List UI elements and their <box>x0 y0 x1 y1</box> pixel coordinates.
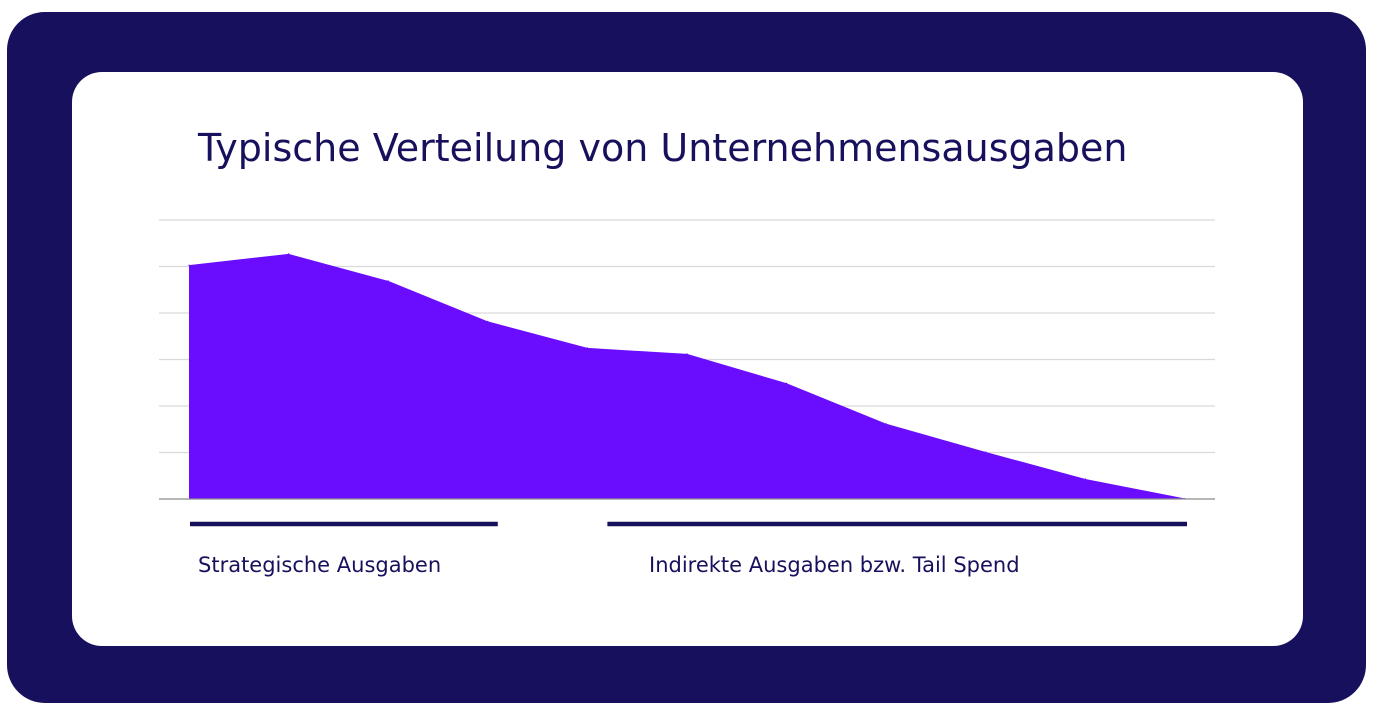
data-point <box>487 320 489 322</box>
segment-label-strategic: Strategische Ausgaben <box>198 553 442 577</box>
data-point <box>188 264 190 266</box>
area-series <box>188 253 1186 500</box>
data-point <box>985 451 987 453</box>
data-point <box>1084 478 1086 480</box>
chart-title: Typische Verteilung von Unternehmensausg… <box>198 126 1128 170</box>
data-point <box>288 253 290 255</box>
data-point <box>686 353 688 355</box>
data-point <box>586 347 589 349</box>
data-point <box>786 382 788 384</box>
data-point <box>387 280 389 282</box>
data-point <box>885 423 887 425</box>
area-fill <box>189 253 1185 499</box>
segment-label-indirect: Indirekte Ausgaben bzw. Tail Spend <box>649 553 1020 577</box>
